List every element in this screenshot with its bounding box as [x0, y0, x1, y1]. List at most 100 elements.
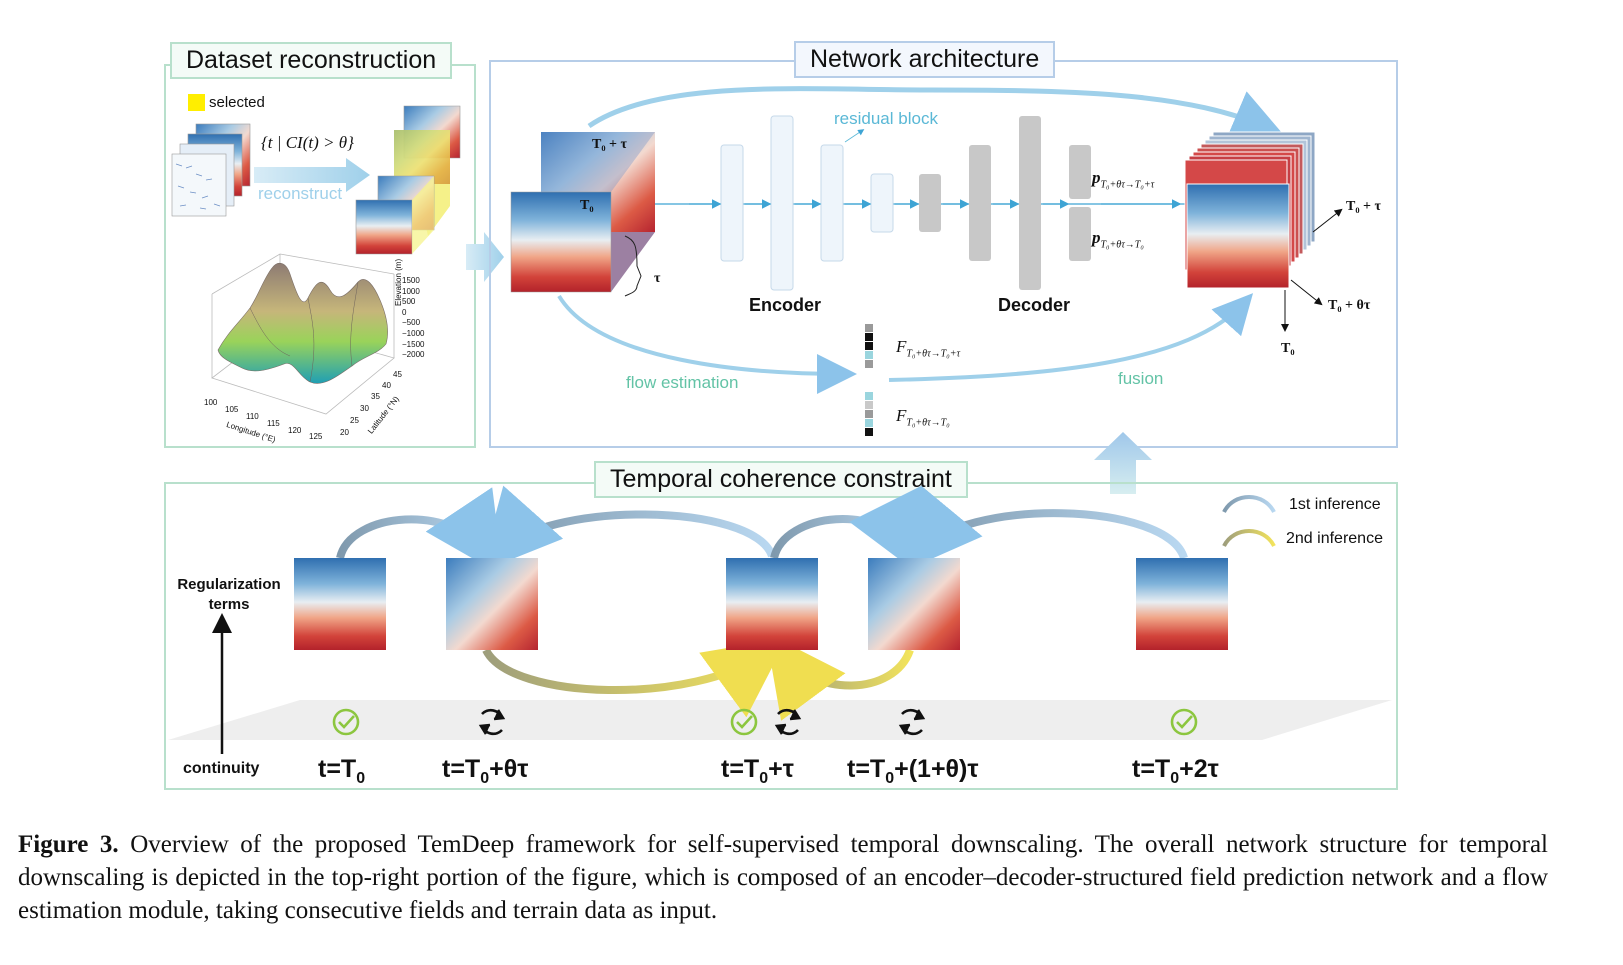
refresh-icon: [774, 708, 802, 736]
f-top-label: FT₀+θτ→T₀+τ: [896, 337, 960, 359]
elev-tick: 1000: [402, 286, 420, 296]
f-bottom-symbol: F: [896, 406, 907, 425]
decoder-label: Decoder: [998, 295, 1071, 315]
time-label-prefix: t=T: [1132, 755, 1171, 783]
second-inference-legend: 2nd inference: [1286, 530, 1383, 547]
encoder-block-1: [720, 144, 744, 262]
encoder-block-3: [820, 144, 844, 262]
fusion-arc: [888, 293, 1254, 382]
encoder-label: Encoder: [749, 295, 822, 315]
check-icon: [332, 708, 360, 736]
decoder-block-3: [1019, 116, 1041, 290]
field-t0-tau: [726, 558, 818, 650]
f-top-symbol: F: [896, 337, 907, 356]
p-top-subscript: T₀+θτ→T₀+τ: [1100, 179, 1155, 191]
time-label-suffix: +θτ: [489, 755, 529, 783]
source-field-stack: [171, 123, 251, 217]
decoder-block-2: [969, 145, 991, 261]
network-panel-title: Network architecture: [794, 41, 1056, 78]
elev-tick: −1000: [402, 328, 425, 338]
check-icon: [730, 708, 758, 736]
time-label-subscript: 0: [759, 770, 769, 787]
decoder-block-1: [919, 174, 941, 232]
refresh-icon: [478, 708, 506, 736]
output-field-stack: [1184, 131, 1316, 289]
time-label-t0-one-plus-theta-tau: t=T0+(1+θ)τ: [847, 755, 979, 788]
lat-tick: 40: [382, 381, 391, 390]
p-bottom-symbol: p: [1092, 228, 1101, 247]
lat-tick: 45: [393, 370, 402, 379]
time-label-subscript: 0: [885, 770, 895, 787]
time-label-prefix: t=T: [721, 755, 760, 783]
lat-ticks: 20 25 30 35 40 45: [340, 370, 402, 440]
lon-tick: 125: [309, 432, 323, 441]
refresh-icon: [898, 708, 926, 736]
lat-tick: 25: [350, 416, 359, 425]
caption-text: Overview of the proposed TemDeep framewo…: [18, 831, 1548, 924]
lat-tick: 20: [340, 428, 349, 437]
network-diagram: [510, 86, 1343, 436]
time-label-suffix: +2τ: [1179, 755, 1219, 783]
encoder-block-2: [770, 115, 794, 291]
f-bottom-label: FT₀+θτ→T₀: [896, 406, 950, 428]
decoder-head-top: [1069, 145, 1091, 199]
p-top-label: pT₀+θτ→T₀+τ: [1092, 168, 1154, 190]
time-label-prefix: t=T: [442, 755, 481, 783]
elev-tick: 1500: [402, 276, 420, 285]
elev-tick: −500: [402, 318, 421, 328]
input-top-label: T₀ + τ: [592, 137, 627, 152]
flow-estimation-label: flow estimation: [626, 373, 739, 392]
ci-condition: {t | CI(t) > θ}: [261, 133, 354, 152]
fusion-label: fusion: [1118, 369, 1164, 388]
figure-caption: Figure 3. Overview of the proposed TemDe…: [18, 828, 1548, 927]
output-top-label: T₀ + τ: [1346, 199, 1381, 214]
flow-feature-bottom: [865, 392, 873, 436]
temporal-to-network-arrow: [1094, 432, 1152, 494]
lon-tick: 120: [288, 426, 302, 435]
check-icon: [1170, 708, 1198, 736]
regularization-label: Regularization terms: [177, 576, 281, 613]
tau-label: τ: [654, 271, 661, 286]
time-label-suffix: +(1+θ)τ: [894, 755, 979, 783]
elev-tick: −2000: [402, 350, 425, 360]
p-bottom-subscript: T₀+θτ→T₀: [1100, 239, 1144, 251]
decoder-head-bottom: [1069, 207, 1091, 261]
continuity-label: continuity: [183, 760, 260, 777]
time-label-subscript: 0: [480, 770, 490, 787]
terrain-surface-plot: [211, 253, 395, 415]
skip-connection-arc: [587, 86, 1283, 138]
output-mid-label: T₀ + θτ: [1328, 298, 1371, 313]
dataset-to-network-arrow: [466, 232, 504, 282]
first-inference-legend: 1st inference: [1289, 496, 1381, 513]
lon-tick: 100: [204, 398, 218, 407]
dataset-panel-title: Dataset reconstruction: [170, 42, 453, 79]
input-front-label: T₀: [580, 198, 594, 213]
time-label-prefix: t=T: [318, 755, 357, 783]
lat-tick: 35: [371, 392, 380, 401]
f-top-subscript: T₀+θτ→T₀+τ: [906, 348, 961, 360]
lon-ticks: 100 105 110 115 120 125: [204, 398, 334, 441]
field-t0: [294, 558, 386, 650]
elev-axis-label: Elevation (m): [394, 258, 403, 306]
reconstruct-arrow: [254, 158, 370, 192]
reconstruct-label: reconstruct: [258, 184, 343, 203]
time-label-prefix: t=T: [847, 755, 886, 783]
input-field-front: [510, 191, 612, 293]
selected-legend-swatch: [188, 94, 205, 111]
lon-tick: 110: [246, 412, 259, 421]
elev-tick: 0: [402, 307, 407, 317]
lat-tick: 30: [360, 404, 369, 413]
lon-tick: 115: [267, 419, 280, 428]
time-label-t0-two-tau: t=T0+2τ: [1132, 755, 1219, 788]
elev-tick: −1500: [402, 339, 425, 349]
time-label-suffix: +τ: [768, 755, 794, 783]
lon-tick: 105: [225, 405, 239, 414]
p-bottom-label: pT₀+θτ→T₀: [1092, 228, 1144, 250]
field-t0-two-tau: [1136, 558, 1228, 650]
temporal-diagram: [168, 485, 1392, 754]
flow-feature-top: [865, 324, 873, 368]
caption-label: Figure 3.: [18, 831, 119, 858]
encoder-block-4: [870, 173, 894, 233]
field-t0-theta-tau: [446, 558, 538, 650]
field-t0-one-plus-theta-tau: [868, 558, 960, 650]
